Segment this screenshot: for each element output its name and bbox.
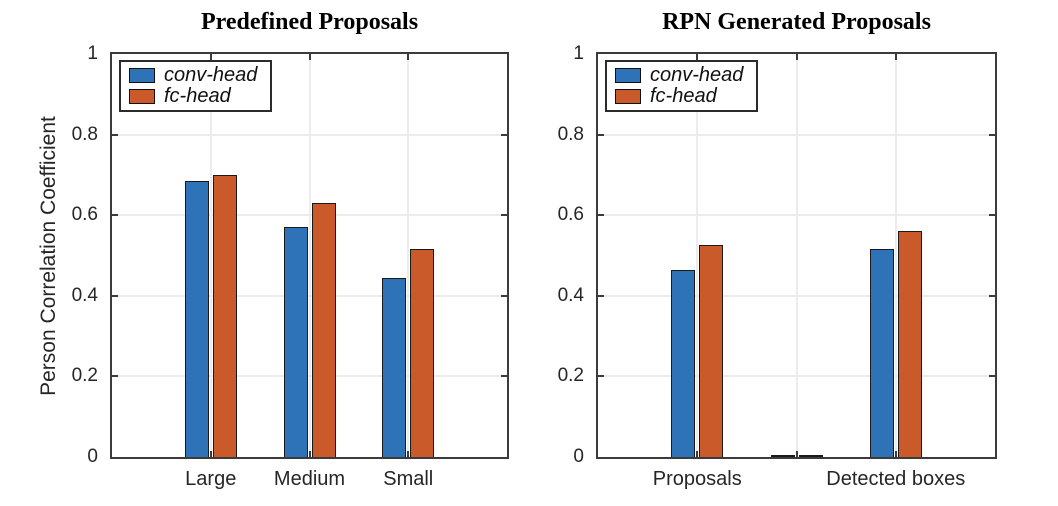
vertical-gridline — [795, 54, 798, 457]
y-tick-label: 0.4 — [71, 284, 98, 306]
y-tick-label: 0.8 — [71, 123, 98, 145]
legend-label: conv-head — [164, 64, 258, 86]
y-tick-label: 0 — [87, 446, 98, 467]
legend-label: fc-head — [650, 85, 717, 107]
x-tick-label: Detected boxes — [826, 468, 966, 490]
legend-swatch-fc-head — [615, 89, 641, 104]
y-tick-mark — [989, 294, 995, 297]
bar-conv-head — [869, 249, 894, 457]
legend-label: conv-head — [650, 64, 744, 86]
legend-swatch-conv-head — [615, 68, 641, 83]
y-axis-label-text: Person Correlation Coefficient — [37, 115, 61, 396]
legend-label: fc-head — [164, 85, 231, 107]
x-tick-mark — [407, 451, 410, 457]
y-tick-mark — [989, 375, 995, 378]
vertical-gridline — [407, 54, 410, 457]
y-tick-mark — [112, 214, 118, 217]
bar-conv-head — [283, 227, 308, 457]
bar-fc-head — [410, 249, 435, 457]
legend-item: fc-head — [129, 85, 257, 107]
x-tick-mark — [308, 451, 311, 457]
x-tick-mark — [308, 54, 311, 60]
y-tick-mark — [112, 375, 118, 378]
x-tick-mark — [894, 451, 897, 457]
x-tick-mark — [894, 54, 897, 60]
x-tick-mark — [795, 54, 798, 60]
left-chart-plot-area: conv-head fc-head — [110, 52, 509, 459]
vertical-gridline — [308, 54, 311, 457]
vertical-gridline — [209, 54, 212, 457]
y-tick-label: 0.2 — [557, 365, 584, 387]
y-tick-label: 0.4 — [557, 284, 584, 306]
x-tick-label: Small — [383, 468, 434, 490]
x-tick-mark — [407, 54, 410, 60]
bar-conv-head — [382, 278, 407, 457]
y-tick-label: 1 — [87, 43, 98, 64]
y-tick-mark — [501, 294, 507, 297]
y-tick-mark — [598, 214, 604, 217]
right-chart: RPN Generated Proposals conv-head fc-hea… — [558, 0, 997, 506]
legend: conv-head fc-head — [605, 60, 759, 112]
legend-swatch-conv-head — [129, 68, 155, 83]
bar-conv-head — [671, 270, 696, 457]
y-tick-mark — [989, 214, 995, 217]
right-chart-plot-area: conv-head fc-head — [596, 52, 997, 459]
x-tick-mark — [209, 451, 212, 457]
x-tick-mark — [795, 451, 798, 457]
y-tick-label: 0.6 — [557, 204, 584, 226]
y-tick-mark — [112, 294, 118, 297]
y-tick-mark — [989, 133, 995, 136]
bar-conv-head — [184, 181, 209, 457]
y-tick-label: 0.2 — [71, 365, 98, 387]
bar-fc-head — [699, 245, 724, 457]
bar-fc-head — [798, 455, 823, 457]
left-chart-title: Predefined Proposals — [200, 9, 419, 35]
bar-fc-head — [897, 231, 922, 457]
y-tick-mark — [598, 375, 604, 378]
x-tick-mark — [209, 54, 212, 60]
x-tick-mark — [696, 451, 699, 457]
x-tick-label: Medium — [273, 468, 346, 490]
legend-item: conv-head — [129, 64, 258, 86]
x-tick-label: Large — [185, 468, 237, 490]
y-tick-label: 0 — [573, 446, 584, 467]
y-tick-mark — [598, 294, 604, 297]
right-chart-title: RPN Generated Proposals — [662, 9, 931, 35]
bar-fc-head — [212, 175, 237, 457]
bar-conv-head — [770, 455, 795, 457]
legend-swatch-fc-head — [129, 89, 155, 104]
y-tick-mark — [598, 133, 604, 136]
legend-item: conv-head — [615, 64, 744, 86]
x-tick-label: Proposals — [652, 468, 742, 490]
y-axis-label: Person Correlation Coefficient — [28, 52, 70, 459]
bar-fc-head — [311, 203, 336, 457]
left-chart: Predefined Proposals conv-head fc-head 0… — [72, 0, 509, 506]
y-tick-label: 1 — [573, 43, 584, 64]
y-tick-mark — [501, 133, 507, 136]
x-tick-mark — [696, 54, 699, 60]
y-tick-label: 0.6 — [71, 204, 98, 226]
y-tick-mark — [112, 133, 118, 136]
vertical-gridline — [894, 54, 897, 457]
legend: conv-head fc-head — [119, 60, 273, 112]
y-tick-label: 0.8 — [557, 123, 584, 145]
vertical-gridline — [696, 54, 699, 457]
y-tick-mark — [501, 375, 507, 378]
y-tick-mark — [501, 214, 507, 217]
legend-item: fc-head — [615, 85, 743, 107]
